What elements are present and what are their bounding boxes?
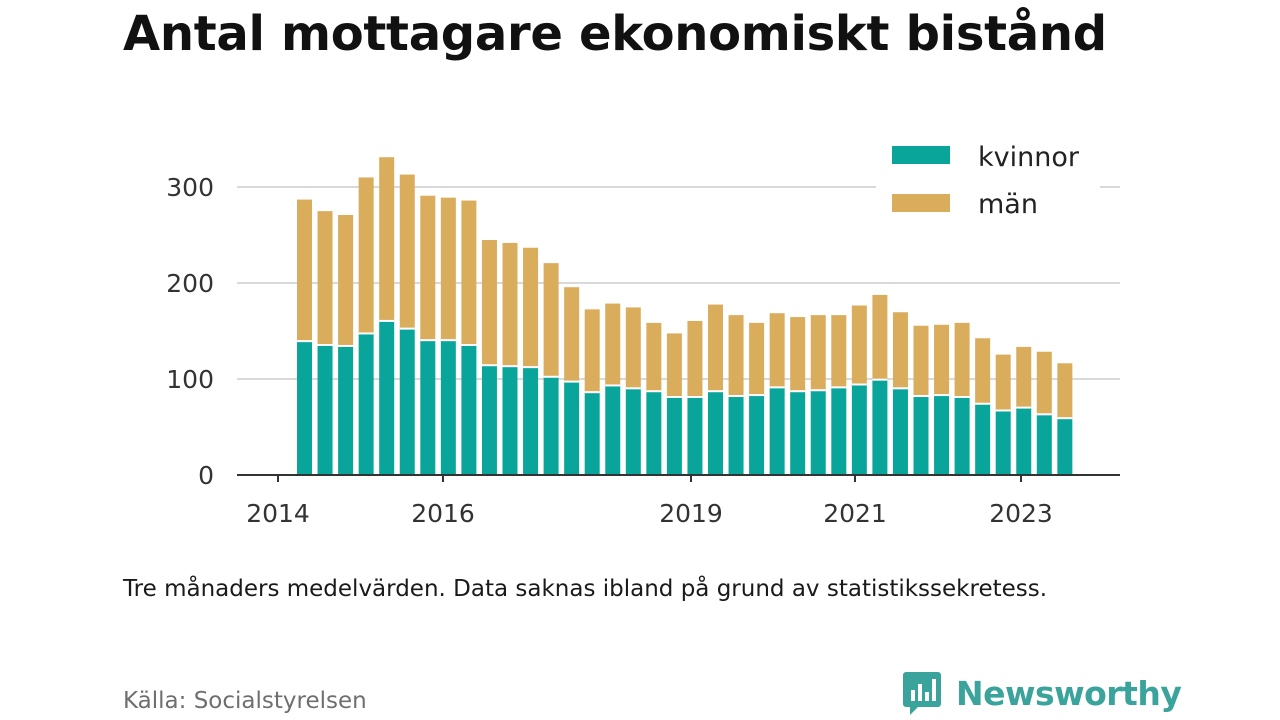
bar-man [728,315,744,397]
bar-man [995,354,1011,411]
bar-kvinnor [379,320,395,475]
bar-kvinnor [440,340,456,475]
bar-man [892,312,908,389]
bar-kvinnor [790,391,806,475]
legend-label: män [978,189,1038,220]
bar-kvinnor [502,366,518,475]
bar-kvinnor [317,344,333,475]
bar-kvinnor [1036,414,1052,475]
bar-man [975,338,991,404]
bar-kvinnor [523,367,539,475]
bar-man [749,322,765,396]
y-tick-label: 100 [166,365,214,394]
bar-man [831,315,847,388]
bar-man [708,304,723,392]
bar-man [1016,346,1032,408]
x-tick-label: 2021 [823,499,887,528]
axes: 0 100 200 300 2014 2016 2019 2021 2023 [166,173,1120,528]
bar-kvinnor [666,396,682,475]
brand-logo: Newsworthy [902,670,1182,716]
bar-kvinnor [769,387,785,475]
bar-man [666,333,682,397]
bar-man [790,317,806,392]
bar-kvinnor [913,396,929,475]
bar-man [605,303,621,386]
bar-man [502,242,518,367]
bar-man [461,200,477,345]
bar-man [543,263,559,377]
bar-man [646,322,662,392]
x-tick-label: 2016 [411,499,475,528]
bar-man [810,315,826,391]
bar-man [481,240,497,366]
bar-kvinnor [975,403,991,475]
bar-kvinnor [934,395,950,475]
bar-kvinnor [461,344,477,475]
bar-man [625,307,641,389]
bar-man [1036,351,1052,415]
bar-man [358,177,374,334]
bar-man [913,325,929,397]
bar-kvinnor [708,391,723,475]
bar-kvinnor [564,381,580,475]
bar-man [523,247,539,368]
legend-label: kvinnor [978,142,1080,173]
bar-kvinnor [1016,407,1032,475]
bar-man [379,157,395,321]
bar-kvinnor [399,328,415,475]
x-tick-label: 2014 [246,499,310,528]
bar-kvinnor [584,392,600,475]
bar-man [934,324,950,396]
x-tick-label: 2019 [659,499,723,528]
bar-kvinnor [872,379,888,475]
bar-kvinnor [605,385,621,475]
bar-kvinnor [338,345,354,475]
y-tick-label: 300 [166,173,214,202]
bar-man [954,322,970,397]
bar-kvinnor [728,396,744,475]
y-tick-label: 200 [166,269,214,298]
bar-man [851,305,867,385]
bar-kvinnor [687,396,703,475]
bar-kvinnor [810,390,826,475]
bar-kvinnor [954,396,970,475]
bar-kvinnor [646,391,662,475]
x-tick-label: 2023 [989,499,1053,528]
brand-name: Newsworthy [956,673,1182,713]
newsworthy-logo-icon [903,672,941,715]
bar-man [338,214,354,346]
bar-chart: 0 100 200 300 2014 2016 2019 2021 2023 kvinnor mä… [166,136,1120,528]
chart-note: Tre månaders medelvärden. Data saknas ib… [123,576,1048,602]
bar-kvinnor [420,340,436,475]
bar-kvinnor [297,341,312,475]
bars [297,157,1073,475]
legend: kvinnor män [876,136,1100,236]
chart-title: Antal mottagare ekonomiskt bistånd [123,6,1107,62]
bar-kvinnor [892,388,908,475]
bar-man [440,197,456,341]
bar-kvinnor [851,384,867,475]
bar-man [1057,363,1073,419]
bar-man [317,211,333,345]
bar-kvinnor [831,387,847,475]
bar-kvinnor [625,388,641,475]
legend-swatch [892,146,950,164]
source-label: Källa: Socialstyrelsen [123,688,367,714]
bar-man [872,294,888,380]
bar-kvinnor [358,333,374,475]
bar-man [584,309,600,393]
bar-kvinnor [749,395,765,475]
bar-kvinnor [481,365,497,475]
bar-kvinnor [543,376,559,475]
bar-kvinnor [1057,418,1073,475]
bar-man [420,195,436,341]
bar-man [297,199,312,342]
legend-swatch [892,194,950,212]
bar-man [399,174,415,329]
bar-kvinnor [995,410,1011,475]
bar-man [769,313,785,388]
y-tick-label: 0 [198,461,214,490]
bar-man [564,287,580,382]
bar-man [687,320,703,397]
